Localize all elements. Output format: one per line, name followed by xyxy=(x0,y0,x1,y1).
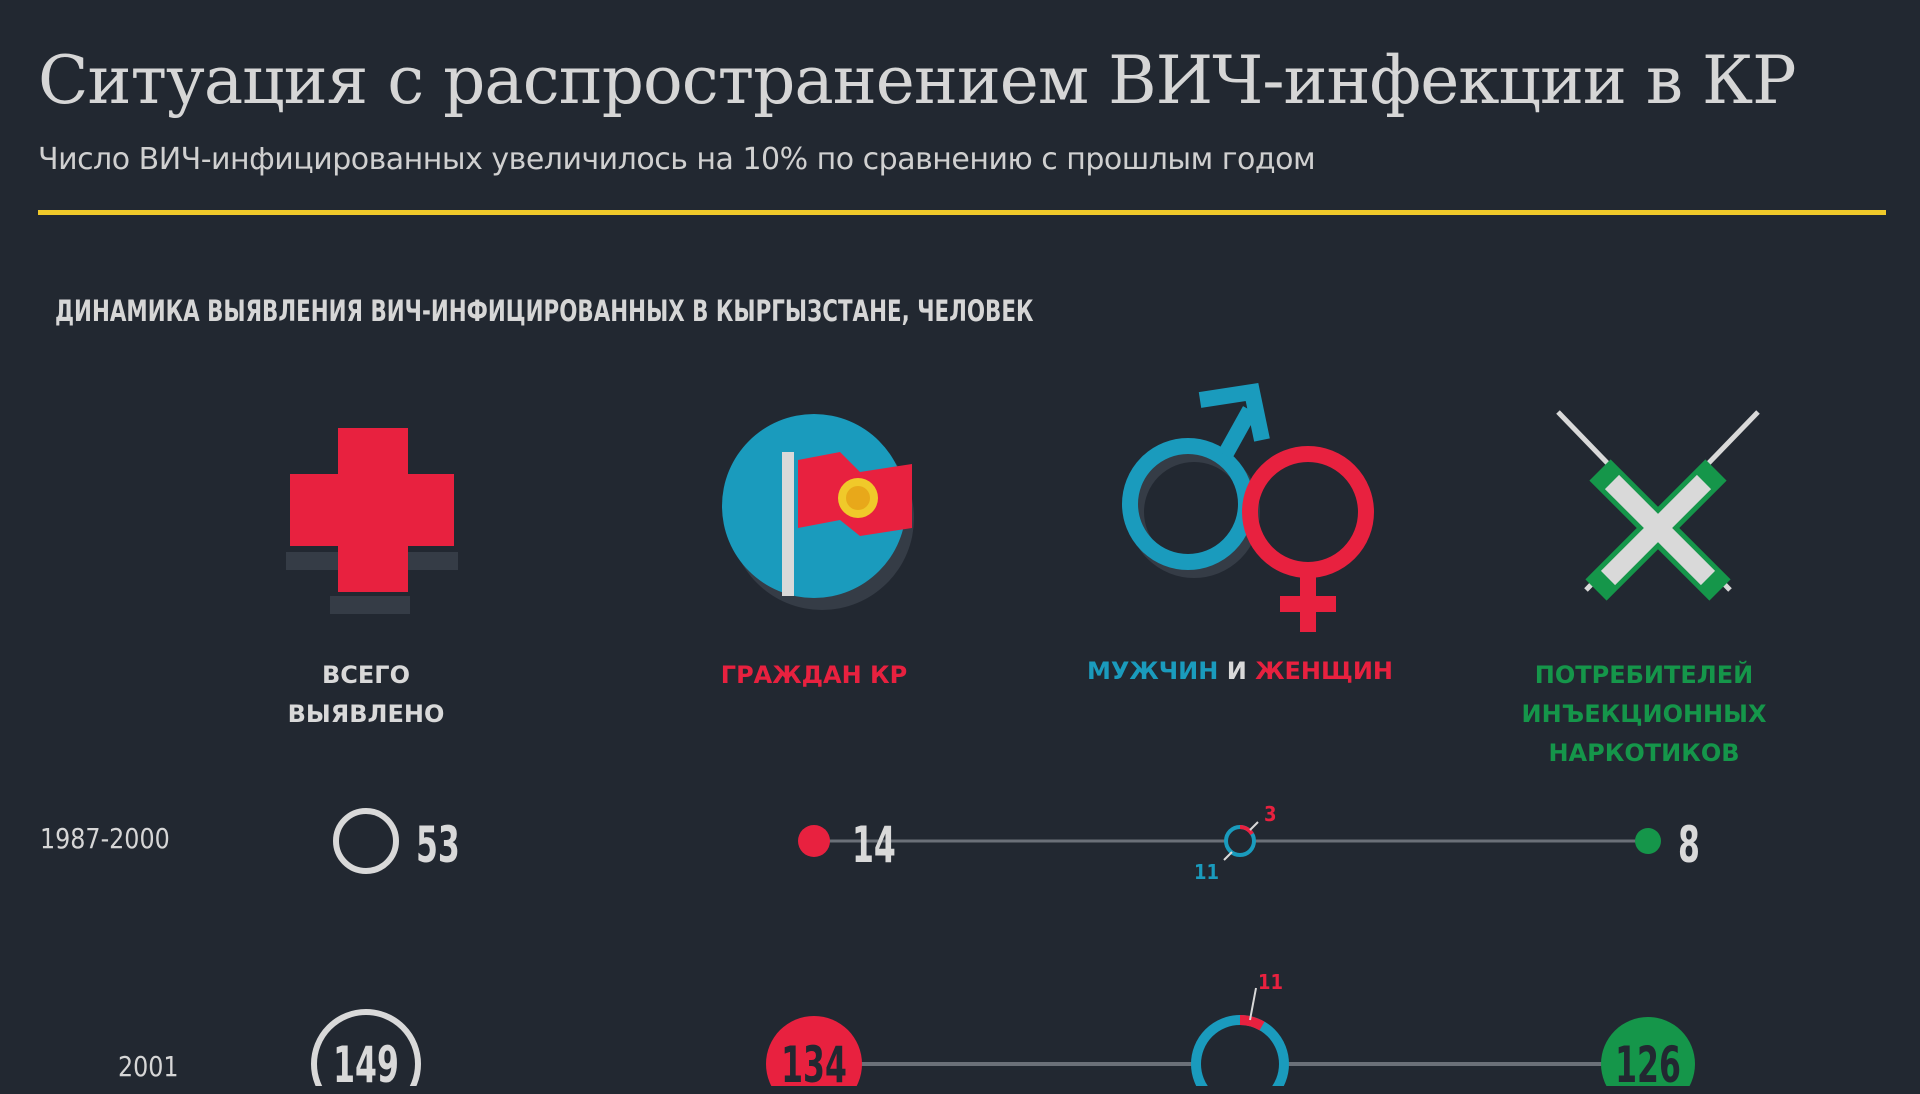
period-label: 2001 xyxy=(118,1050,179,1083)
label-men: МУЖЧИН xyxy=(1086,657,1219,685)
label-line: ПОТРЕБИТЕЛЕЙ xyxy=(1534,661,1754,689)
male-female-icon xyxy=(1122,382,1374,632)
label-citizens: ГРАЖДАН КР xyxy=(720,661,908,689)
idu-value: 8 xyxy=(1678,816,1700,874)
label-women: ЖЕНЩИН xyxy=(1255,657,1394,685)
gender-ring-2001 xyxy=(1191,1015,1289,1086)
total-circle-1987-2000 xyxy=(333,808,399,874)
label-total: ВСЕГО ВЫЯВЛЕНО xyxy=(288,656,445,734)
label-line: ВЫЯВЛЕНО xyxy=(287,700,445,728)
label-and: И xyxy=(1226,657,1247,685)
citizens-dot-1987-2000 xyxy=(798,825,830,857)
citizens-value: 14 xyxy=(852,816,896,874)
total-circle-2001 xyxy=(311,1009,421,1086)
page-title: Ситуация с распространением ВИЧ-инфекции… xyxy=(38,42,1797,119)
crossed-syringes-icon xyxy=(1556,410,1760,601)
section-title: ДИНАМИКА ВЫЯВЛЕНИЯ ВИЧ-ИНФИЦИРОВАННЫХ В … xyxy=(55,294,1034,328)
women-value: 3 xyxy=(1264,802,1277,826)
label-line: ВСЕГО xyxy=(322,661,410,689)
label-line: НАРКОТИКОВ xyxy=(1548,739,1740,767)
citizens-dot-2001 xyxy=(766,1016,862,1086)
women-segment xyxy=(1239,825,1254,836)
kyrgyz-flag-icon xyxy=(722,414,914,610)
women-value: 11 xyxy=(1258,970,1284,994)
red-cross-icon xyxy=(286,428,458,614)
page-subtitle: Число ВИЧ-инфицированных увеличилось на … xyxy=(38,142,1316,177)
total-value: 53 xyxy=(416,816,460,874)
total-value: 149 xyxy=(333,1036,399,1094)
label-idu: ПОТРЕБИТЕЛЕЙ ИНЪЕКЦИОННЫХ НАРКОТИКОВ xyxy=(1521,656,1766,773)
citizens-value: 134 xyxy=(781,1036,847,1094)
divider xyxy=(38,210,1886,215)
women-segment xyxy=(1239,1015,1265,1031)
men-value: 11 xyxy=(1194,860,1220,884)
period-label: 1987-2000 xyxy=(40,822,170,855)
label-line: ИНЪЕКЦИОННЫХ xyxy=(1521,700,1767,728)
idu-dot-2001 xyxy=(1601,1017,1695,1086)
label-gender: МУЖЧИН И ЖЕНЩИН xyxy=(1087,652,1393,691)
idu-dot-1987-2000 xyxy=(1635,828,1661,854)
idu-value: 126 xyxy=(1615,1036,1681,1094)
